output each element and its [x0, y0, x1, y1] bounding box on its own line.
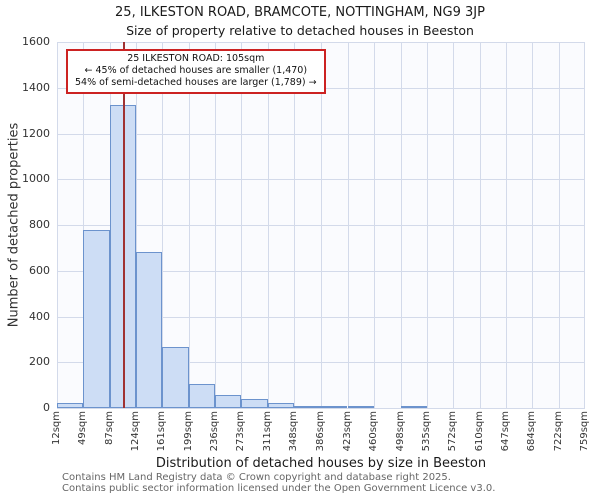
annotation-line3: 54% of semi-detached houses are larger (…	[75, 77, 317, 88]
gridline-vertical	[531, 42, 533, 408]
y-tick-label: 400	[29, 309, 50, 323]
x-axis-ticks: 12sqm 49sqm 87sqm 124sqm 161sqm 199sqm 236sqm 2…	[51, 411, 590, 459]
bar	[241, 399, 269, 408]
y-tick-label: 1000	[22, 172, 50, 186]
gridline-vertical	[426, 42, 428, 408]
bar	[189, 383, 216, 408]
annotation-line2: ← 45% of detached houses are smaller (1,…	[84, 65, 308, 76]
annotation-box: 25 ILKESTON ROAD: 105sqm ← 45% of detach…	[66, 49, 326, 94]
attribution-footer: Contains HM Land Registry data © Crown c…	[62, 472, 495, 494]
gridline-vertical	[558, 42, 560, 408]
bar	[57, 403, 84, 408]
gridline-vertical	[584, 42, 585, 408]
x-tick-label: 460sqm	[367, 411, 379, 452]
gridline-vertical	[268, 42, 270, 408]
x-tick-label: 386sqm	[315, 411, 327, 452]
gridline-vertical	[400, 42, 402, 408]
y-tick-label: 0	[43, 401, 50, 414]
gridline-horizontal	[57, 316, 585, 318]
gridline-vertical	[505, 42, 507, 408]
x-tick-label: 423sqm	[341, 411, 353, 452]
bar	[215, 395, 242, 408]
gridline-vertical	[294, 42, 296, 408]
y-tick-label: 800	[29, 218, 50, 231]
y-tick-label: 1400	[22, 80, 50, 94]
x-tick-label: 49sqm	[77, 411, 89, 446]
x-tick-label: 535sqm	[420, 411, 432, 452]
x-tick-label: 610sqm	[473, 411, 485, 452]
x-tick-label: 273sqm	[235, 411, 247, 452]
y-tick-label: 1200	[22, 126, 50, 140]
y-tick-label: 200	[29, 355, 50, 369]
x-tick-label: 12sqm	[51, 411, 62, 446]
x-tick-label: 572sqm	[446, 411, 458, 452]
bar	[136, 252, 163, 408]
plot-area: 25 ILKESTON ROAD: 105sqm ← 45% of detach…	[57, 42, 585, 409]
gridline-vertical	[321, 42, 323, 408]
chart-title: 25, ILKESTON ROAD, BRAMCOTE, NOTTINGHAM,…	[115, 5, 485, 20]
x-axis-label: Distribution of detached houses by size …	[155, 456, 487, 471]
x-tick-label: 311sqm	[262, 411, 274, 452]
bar	[321, 406, 348, 408]
x-tick-label: 124sqm	[130, 411, 142, 452]
x-tick-label: 647sqm	[499, 411, 511, 452]
x-tick-label: 87sqm	[104, 411, 115, 446]
bar	[347, 406, 374, 408]
gridline-vertical	[347, 42, 349, 408]
x-tick-label: 498sqm	[394, 411, 406, 452]
bar	[400, 406, 427, 408]
gridline-vertical	[479, 42, 481, 408]
gridline-vertical	[215, 42, 217, 408]
x-tick-label: 348sqm	[288, 411, 300, 452]
x-tick-label: 199sqm	[183, 411, 195, 452]
gridline-vertical	[83, 42, 85, 408]
gridline-horizontal	[57, 133, 585, 135]
chart-subtitle: Size of property relative to detached ho…	[126, 23, 474, 38]
footer-line1: Contains HM Land Registry data © Crown c…	[62, 472, 451, 483]
gridline-horizontal	[57, 408, 585, 409]
bar	[162, 347, 190, 408]
gridline-vertical	[136, 42, 138, 408]
bar	[83, 229, 110, 408]
annotation-line1: 25 ILKESTON ROAD: 105sqm	[127, 53, 265, 64]
gridline-vertical	[241, 42, 243, 408]
y-axis-ticks: 0 200 400 600 800 1000 1200 1400 1600	[0, 35, 50, 414]
gridline-horizontal	[57, 270, 585, 272]
gridline-vertical	[452, 42, 454, 408]
gridline-vertical	[373, 42, 375, 408]
bar	[294, 405, 322, 408]
footer-line2: Contains public sector information licen…	[62, 483, 496, 494]
gridline-horizontal	[57, 42, 585, 43]
gridline-vertical	[162, 42, 164, 408]
bar	[268, 403, 295, 408]
property-marker-line	[122, 42, 125, 408]
x-tick-label: 161sqm	[156, 411, 168, 452]
x-tick-label: 684sqm	[525, 411, 537, 452]
y-tick-label: 1600	[22, 35, 50, 48]
gridline-horizontal	[57, 225, 585, 226]
x-tick-label: 236sqm	[209, 411, 221, 452]
gridline-vertical	[189, 42, 191, 408]
gridline-vertical	[57, 42, 58, 408]
x-tick-label: 759sqm	[579, 411, 590, 452]
gridline-horizontal	[57, 362, 585, 364]
gridline-horizontal	[57, 179, 585, 181]
y-tick-label: 600	[29, 263, 50, 277]
x-tick-label: 722sqm	[552, 411, 564, 452]
